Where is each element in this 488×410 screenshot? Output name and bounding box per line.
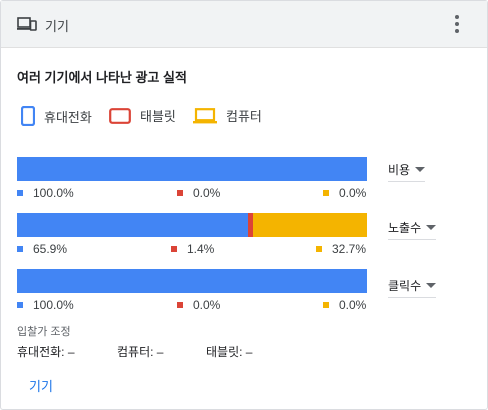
pct-mobile: 100.0% [17,186,74,200]
bar-segment-mobile [17,213,248,237]
mobile-swatch [17,302,23,308]
section-title: 여러 기기에서 나타난 광고 실적 [17,70,187,85]
computer-swatch [323,302,329,308]
pct-tablet: 1.4% [171,242,214,256]
tablet-icon [109,107,131,124]
pct-value: 100.0% [33,298,74,312]
pct-tablet: 0.0% [177,298,220,312]
pct-value: 65.9% [33,242,68,256]
pct-value: 1.4% [187,242,215,256]
more-vert-icon[interactable] [447,11,467,37]
card-title: 기기 [45,19,69,34]
pct-value: 0.0% [193,186,221,200]
bar-segment-tablet [247,213,253,237]
pct-tablet: 0.0% [177,186,220,200]
tablet-swatch [177,190,183,196]
legend-item-tablet: 태블릿 [109,106,176,125]
bid-adjustment-tablet: 태블릿: – [206,345,253,359]
laptop-icon [193,107,217,123]
pct-value: 100.0% [33,186,74,200]
caret-down-icon [415,167,426,172]
pct-computer: 32.7% [316,242,366,256]
caret-down-icon [426,283,437,288]
pct-value: 0.0% [339,298,367,312]
phone-icon [21,106,35,126]
metric-dropdown-label: 클릭수 [388,279,422,293]
legend-label: 태블릿 [140,109,176,124]
metric-dropdown-impressions[interactable]: 노출수 [388,219,437,240]
bar-segment-computer [252,213,367,237]
bar-segment-mobile [17,157,367,181]
pct-value: 0.0% [193,298,221,312]
bid-adjustment-mobile: 휴대전화: – [17,345,75,359]
legend-label: 컴퓨터 [226,109,262,124]
legend-label: 휴대전화 [44,109,92,125]
stacked-bar-clicks [17,269,367,293]
pct-value: 0.0% [339,186,367,200]
tablet-swatch [177,302,183,308]
pct-computer: 0.0% [323,298,366,312]
stacked-bar-cost [17,157,367,181]
metric-dropdown-cost[interactable]: 비용 [388,161,426,182]
tablet-swatch [171,246,177,252]
mobile-swatch [17,246,23,252]
metric-dropdown-label: 노출수 [388,221,422,235]
pct-value: 32.7% [332,242,367,256]
stacked-bar-impressions [17,213,367,237]
mobile-swatch [17,190,23,196]
bid-adjustment-computer: 컴퓨터: – [117,345,164,359]
pct-mobile: 100.0% [17,298,74,312]
pct-mobile: 65.9% [17,242,67,256]
computer-swatch [323,190,329,196]
bid-adjustment-label: 입찰가 조정 [17,326,71,338]
computer-swatch [316,246,322,252]
legend-item-computer: 컴퓨터 [193,106,262,125]
card-header: 기기 [1,1,487,48]
caret-down-icon [426,225,437,230]
legend-item-mobile: 휴대전화 [21,106,92,126]
devices-icon [17,17,37,31]
metric-dropdown-clicks[interactable]: 클릭수 [388,277,437,298]
metric-dropdown-label: 비용 [388,163,411,177]
pct-computer: 0.0% [323,186,366,200]
devices-link[interactable]: 기기 [29,379,53,394]
bar-segment-mobile [17,269,367,293]
